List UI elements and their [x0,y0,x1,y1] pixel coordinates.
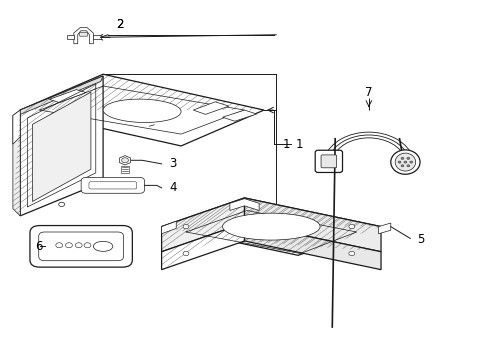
Polygon shape [378,223,390,234]
Circle shape [84,243,91,248]
Text: 4: 4 [168,181,176,194]
Polygon shape [13,110,20,216]
Polygon shape [13,110,20,144]
Polygon shape [244,223,380,270]
Polygon shape [119,156,130,165]
Text: 1: 1 [282,138,289,150]
Text: 6: 6 [35,240,42,253]
Circle shape [122,158,128,163]
Polygon shape [161,221,176,234]
FancyBboxPatch shape [39,232,123,261]
Circle shape [409,161,412,163]
FancyBboxPatch shape [30,226,132,267]
Polygon shape [193,102,228,114]
Text: 5: 5 [417,233,424,246]
Polygon shape [20,76,103,216]
Polygon shape [74,28,93,44]
Circle shape [348,225,354,229]
Polygon shape [93,36,101,40]
Circle shape [59,202,64,207]
Ellipse shape [222,213,320,240]
Circle shape [403,161,406,163]
FancyBboxPatch shape [321,155,336,168]
Circle shape [397,161,400,163]
Polygon shape [161,198,244,252]
Circle shape [183,251,188,256]
Polygon shape [66,36,74,40]
Circle shape [400,165,403,167]
Polygon shape [244,198,380,252]
Ellipse shape [103,99,181,122]
FancyBboxPatch shape [315,150,342,172]
Circle shape [348,251,354,256]
FancyBboxPatch shape [89,182,137,189]
Polygon shape [18,76,103,116]
Polygon shape [20,74,264,146]
Circle shape [406,165,409,167]
Text: 2: 2 [116,18,123,31]
FancyBboxPatch shape [121,166,129,173]
FancyBboxPatch shape [81,177,144,193]
Ellipse shape [390,150,419,174]
Text: 7: 7 [365,86,372,99]
Circle shape [406,157,409,159]
Circle shape [56,243,62,248]
Polygon shape [32,92,91,202]
FancyBboxPatch shape [80,33,87,36]
Circle shape [75,243,82,248]
Polygon shape [222,110,256,121]
Ellipse shape [394,153,415,171]
Text: 1: 1 [295,138,303,150]
Polygon shape [161,223,244,270]
Circle shape [400,157,403,159]
Circle shape [183,225,188,229]
Text: 3: 3 [168,157,176,170]
Text: 2: 2 [116,18,123,31]
Circle shape [65,243,72,248]
Polygon shape [161,198,380,255]
Polygon shape [229,199,259,211]
Polygon shape [49,90,86,103]
Ellipse shape [93,241,113,251]
